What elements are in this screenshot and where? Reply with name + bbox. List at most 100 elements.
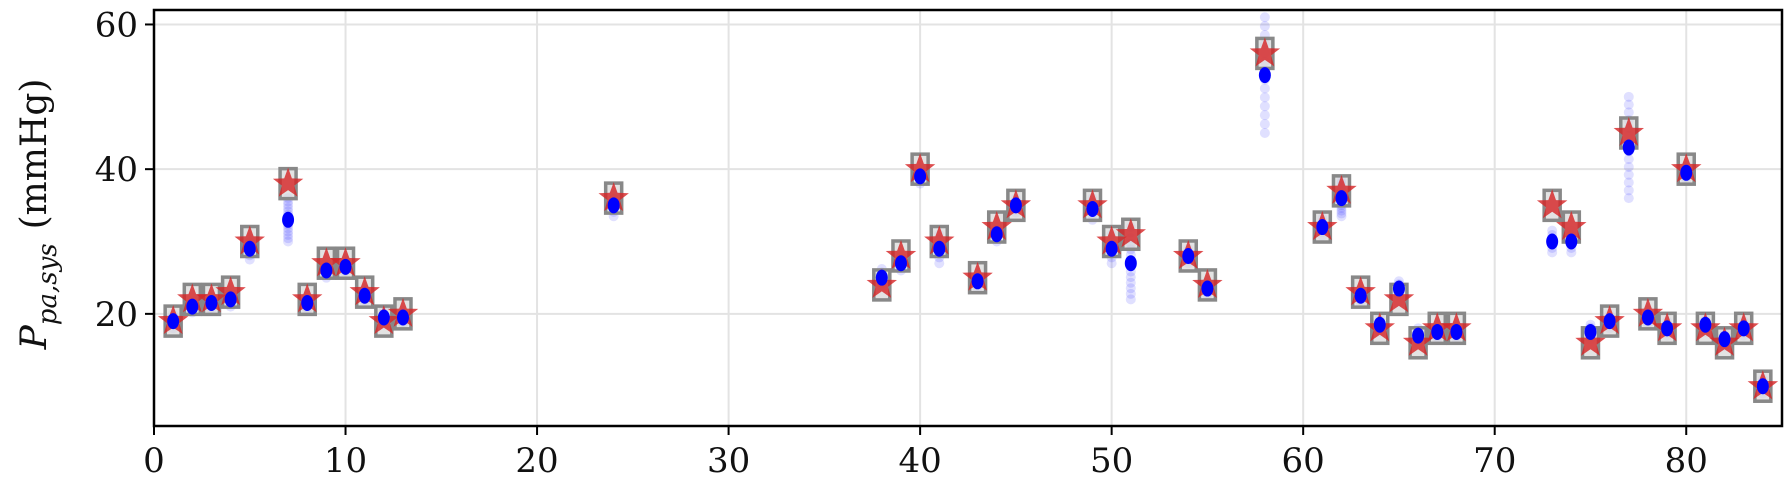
sample-point <box>1623 107 1634 118</box>
estimate-point <box>914 168 927 185</box>
x-tick-label: 70 <box>1473 441 1516 481</box>
sample-point <box>1125 272 1136 283</box>
sample-point <box>1259 83 1270 94</box>
grid <box>153 10 1782 426</box>
plot-area <box>157 12 1779 403</box>
x-tick-label: 20 <box>515 441 558 481</box>
sample-point <box>1566 247 1577 258</box>
estimate-point <box>1201 280 1214 297</box>
sample-point <box>1259 21 1270 32</box>
sample-point <box>1125 288 1136 299</box>
estimate-point <box>1354 287 1367 304</box>
estimate-point <box>894 255 907 272</box>
reference-star <box>885 240 917 269</box>
estimate-point <box>358 287 371 304</box>
estimate-point <box>301 295 314 312</box>
estimate-point <box>1661 320 1674 337</box>
estimate-point <box>1316 219 1329 236</box>
reference-star <box>215 276 246 306</box>
estimate-point <box>1737 320 1750 337</box>
sample-point <box>283 236 294 247</box>
sample-point <box>1623 169 1634 180</box>
estimate-point <box>167 313 180 330</box>
estimate-point <box>339 258 352 275</box>
sample-point <box>283 226 294 237</box>
estimate-point <box>1680 164 1693 181</box>
sample-point <box>283 229 294 240</box>
reference-star <box>234 225 265 255</box>
reference-star <box>904 153 936 183</box>
reference-star <box>1536 189 1568 219</box>
estimate-point <box>224 291 237 308</box>
estimate-point <box>282 211 295 228</box>
reference-star <box>981 211 1012 240</box>
sample-point <box>1336 205 1347 216</box>
x-tick-label: 30 <box>707 441 750 481</box>
sample-point <box>283 199 294 210</box>
reference-star <box>598 182 629 211</box>
estimate-point <box>1124 255 1137 272</box>
estimate-point <box>186 298 199 315</box>
reference-star <box>924 225 955 255</box>
sample-point <box>1259 12 1270 23</box>
sample-point <box>1106 258 1117 269</box>
estimate-point <box>1450 323 1463 340</box>
y-tick-label: 40 <box>95 150 138 190</box>
reference-star <box>1326 174 1357 204</box>
estimate-point <box>1431 323 1444 340</box>
y-axis-label-unit: (mmHg) <box>14 79 55 230</box>
estimate-point <box>320 262 333 279</box>
reference-star <box>177 283 208 313</box>
estimate-point <box>1412 327 1425 344</box>
estimate-point <box>1258 67 1271 84</box>
reference-star <box>1249 37 1281 67</box>
estimate-point <box>971 273 984 290</box>
sample-point <box>1259 92 1270 103</box>
sample-point <box>1259 101 1270 112</box>
reference-star <box>1096 225 1127 255</box>
axes: 0 10 20 30 40 50 60 70 80 20 40 60 <box>95 5 1708 481</box>
sample-point <box>1623 154 1634 165</box>
estimate-point <box>1756 378 1769 395</box>
reference-star <box>1556 211 1587 240</box>
y-axis-label: Ppa,sys (mmHg) <box>14 79 63 351</box>
x-tick-label: 50 <box>1090 441 1133 481</box>
estimate-point <box>1373 316 1386 333</box>
estimate-point <box>205 295 218 312</box>
reference-star <box>1575 326 1606 356</box>
estimate-point <box>933 240 946 257</box>
estimate-point <box>607 197 620 214</box>
sample-point <box>1623 91 1634 102</box>
estimate-point <box>1718 331 1731 348</box>
reference-star <box>311 247 342 277</box>
sample-point <box>1336 211 1347 222</box>
x-tick-label: 60 <box>1282 441 1325 481</box>
estimate-point <box>1105 240 1118 257</box>
x-tick-label: 40 <box>898 441 941 481</box>
estimate-point <box>1603 313 1616 330</box>
sample-point <box>1125 294 1136 305</box>
y-tick-label: 60 <box>95 5 138 45</box>
estimate-point <box>243 240 256 257</box>
estimate-point <box>1182 247 1195 264</box>
sample-point <box>1336 208 1347 219</box>
estimate-point <box>1392 280 1405 297</box>
reference-star <box>1613 117 1644 146</box>
sample-point <box>1125 277 1136 288</box>
y-tick-label: 20 <box>95 295 138 335</box>
estimate-point <box>875 269 888 286</box>
reference-star <box>1383 283 1415 313</box>
sample-point <box>1623 185 1634 196</box>
estimate-point <box>1641 309 1654 326</box>
x-tick-label: 10 <box>324 441 367 481</box>
y-axis-label-symbol: P <box>14 324 55 350</box>
sample-point <box>1547 225 1558 236</box>
estimate-point <box>1086 200 1099 217</box>
sample-point <box>1259 127 1270 138</box>
estimate-point <box>1335 190 1348 207</box>
sample-point <box>1623 99 1634 110</box>
reference-star <box>1115 218 1146 248</box>
y-axis-label-subscript: pa,sys <box>33 243 63 325</box>
estimate-point <box>1565 233 1578 250</box>
